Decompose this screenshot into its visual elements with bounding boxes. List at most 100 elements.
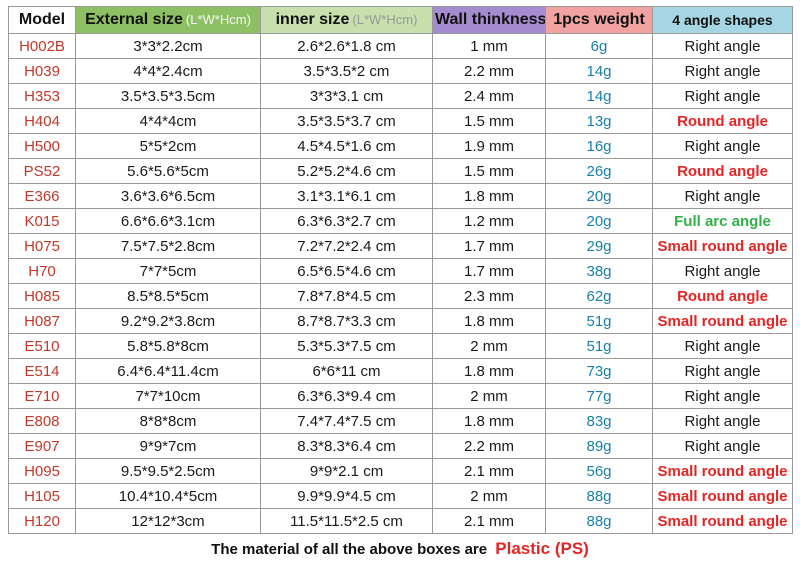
- inner-size-cell: 6.3*6.3*9.4 cm: [260, 383, 433, 409]
- model-cell: E710: [8, 383, 76, 409]
- external-size-cell: 9.5*9.5*2.5cm: [75, 458, 261, 484]
- wall-thickness-cell: 1.7 mm: [432, 233, 546, 259]
- model-cell: H002B: [8, 33, 76, 59]
- angle-shape-cell: Right angle: [652, 433, 793, 459]
- material-highlight: Plastic (PS): [495, 539, 589, 558]
- col-header-inner-label: inner size: [275, 11, 350, 28]
- inner-size-cell: 4.5*4.5*1.6 cm: [260, 133, 433, 159]
- weight-cell: 20g: [545, 183, 653, 209]
- table-row: E808 8*8*8cm 7.4*7.4*7.5 cm 1.8 mm 83g Right …: [8, 408, 793, 434]
- wall-thickness-cell: 2 mm: [432, 383, 546, 409]
- model-cell: H105: [8, 483, 76, 509]
- weight-cell: 88g: [545, 508, 653, 534]
- weight-cell: 51g: [545, 308, 653, 334]
- angle-shape-cell: Right angle: [652, 58, 793, 84]
- inner-size-cell: 9.9*9.9*4.5 cm: [260, 483, 433, 509]
- inner-size-cell: 9*9*2.1 cm: [260, 458, 433, 484]
- inner-size-cell: 7.2*7.2*2.4 cm: [260, 233, 433, 259]
- external-size-cell: 8.5*8.5*5cm: [75, 283, 261, 309]
- model-cell: H087: [8, 308, 76, 334]
- table-row: E907 9*9*7cm 8.3*8.3*6.4 cm 2.2 mm 89g Right …: [8, 433, 793, 459]
- model-cell: E510: [8, 333, 76, 359]
- model-cell: H120: [8, 508, 76, 534]
- angle-shape-cell: Right angle: [652, 83, 793, 109]
- external-size-cell: 9.2*9.2*3.8cm: [75, 308, 261, 334]
- table-row: H105 10.4*10.4*5cm 9.9*9.9*4.5 cm 2 mm 88g Sm…: [8, 483, 793, 509]
- table-row: E510 5.8*5.8*8cm 5.3*5.3*7.5 cm 2 mm 51g Righ…: [8, 333, 793, 359]
- inner-size-cell: 5.3*5.3*7.5 cm: [260, 333, 433, 359]
- inner-size-cell: 3.5*3.5*2 cm: [260, 58, 433, 84]
- col-header-external-unit: (L*W*Hcm): [185, 12, 251, 27]
- weight-cell: 88g: [545, 483, 653, 509]
- table-row: H120 12*12*3cm 11.5*11.5*2.5 cm 2.1 mm 88g Sm…: [8, 508, 793, 534]
- table-row: H70 7*7*5cm 6.5*6.5*4.6 cm 1.7 mm 38g Right a…: [8, 258, 793, 284]
- angle-shape-cell: Small round angle: [652, 508, 793, 534]
- angle-shape-cell: Round angle: [652, 108, 793, 134]
- model-cell: H404: [8, 108, 76, 134]
- inner-size-cell: 8.7*8.7*3.3 cm: [260, 308, 433, 334]
- angle-shape-cell: Full arc angle: [652, 208, 793, 234]
- model-cell: PS52: [8, 158, 76, 184]
- angle-shape-cell: Right angle: [652, 183, 793, 209]
- external-size-cell: 9*9*7cm: [75, 433, 261, 459]
- wall-thickness-cell: 1.8 mm: [432, 408, 546, 434]
- weight-cell: 83g: [545, 408, 653, 434]
- angle-shape-cell: Small round angle: [652, 483, 793, 509]
- inner-size-cell: 8.3*8.3*6.4 cm: [260, 433, 433, 459]
- external-size-cell: 10.4*10.4*5cm: [75, 483, 261, 509]
- model-cell: H075: [8, 233, 76, 259]
- inner-size-cell: 2.6*2.6*1.8 cm: [260, 33, 433, 59]
- angle-shape-cell: Right angle: [652, 133, 793, 159]
- external-size-cell: 6.6*6.6*3.1cm: [75, 208, 261, 234]
- wall-thickness-cell: 1.9 mm: [432, 133, 546, 159]
- weight-cell: 13g: [545, 108, 653, 134]
- wall-thickness-cell: 2.2 mm: [432, 433, 546, 459]
- external-size-cell: 5.8*5.8*8cm: [75, 333, 261, 359]
- weight-cell: 38g: [545, 258, 653, 284]
- inner-size-cell: 11.5*11.5*2.5 cm: [260, 508, 433, 534]
- angle-shape-cell: Right angle: [652, 408, 793, 434]
- table-row: E366 3.6*3.6*6.5cm 3.1*3.1*6.1 cm 1.8 mm 20g…: [8, 183, 793, 209]
- wall-thickness-cell: 1.8 mm: [432, 183, 546, 209]
- spec-table: Model External size (L*W*Hcm) inner size(…: [8, 6, 793, 534]
- wall-thickness-cell: 1.5 mm: [432, 108, 546, 134]
- wall-thickness-cell: 2.3 mm: [432, 283, 546, 309]
- col-header-model-label: Model: [18, 11, 66, 28]
- material-note-text: The material of all the above boxes are: [211, 541, 488, 558]
- model-cell: H039: [8, 58, 76, 84]
- header-row: Model External size (L*W*Hcm) inner size(…: [8, 6, 793, 34]
- col-header-wall-thickness: Wall thinkness: [432, 6, 546, 34]
- col-header-inner-unit: (L*W*Hcm): [352, 12, 418, 27]
- angle-shape-cell: Small round angle: [652, 233, 793, 259]
- external-size-cell: 3.5*3.5*3.5cm: [75, 83, 261, 109]
- model-cell: E514: [8, 358, 76, 384]
- inner-size-cell: 7.4*7.4*7.5 cm: [260, 408, 433, 434]
- external-size-cell: 4*4*2.4cm: [75, 58, 261, 84]
- weight-cell: 62g: [545, 283, 653, 309]
- angle-shape-cell: Round angle: [652, 158, 793, 184]
- model-cell: K015: [8, 208, 76, 234]
- inner-size-cell: 5.2*5.2*4.6 cm: [260, 158, 433, 184]
- wall-thickness-cell: 1.5 mm: [432, 158, 546, 184]
- external-size-cell: 12*12*3cm: [75, 508, 261, 534]
- inner-size-cell: 6.3*6.3*2.7 cm: [260, 208, 433, 234]
- model-cell: H353: [8, 83, 76, 109]
- angle-shape-cell: Right angle: [652, 383, 793, 409]
- external-size-cell: 3*3*2.2cm: [75, 33, 261, 59]
- model-cell: H70: [8, 258, 76, 284]
- table-row: H075 7.5*7.5*2.8cm 7.2*7.2*2.4 cm 1.7 mm 29g…: [8, 233, 793, 259]
- external-size-cell: 5.6*5.6*5cm: [75, 158, 261, 184]
- col-header-angle-shapes: 4 angle shapes: [652, 6, 793, 34]
- wall-thickness-cell: 2.2 mm: [432, 58, 546, 84]
- col-header-wall-label: Wall thinkness: [435, 11, 546, 28]
- external-size-cell: 7.5*7.5*2.8cm: [75, 233, 261, 259]
- wall-thickness-cell: 1.8 mm: [432, 358, 546, 384]
- model-cell: H095: [8, 458, 76, 484]
- wall-thickness-cell: 1.7 mm: [432, 258, 546, 284]
- wall-thickness-cell: 2.1 mm: [432, 458, 546, 484]
- external-size-cell: 6.4*6.4*11.4cm: [75, 358, 261, 384]
- table-row: H085 8.5*8.5*5cm 7.8*7.8*4.5 cm 2.3 mm 62g Ro…: [8, 283, 793, 309]
- col-header-model: Model: [8, 6, 76, 34]
- wall-thickness-cell: 2 mm: [432, 333, 546, 359]
